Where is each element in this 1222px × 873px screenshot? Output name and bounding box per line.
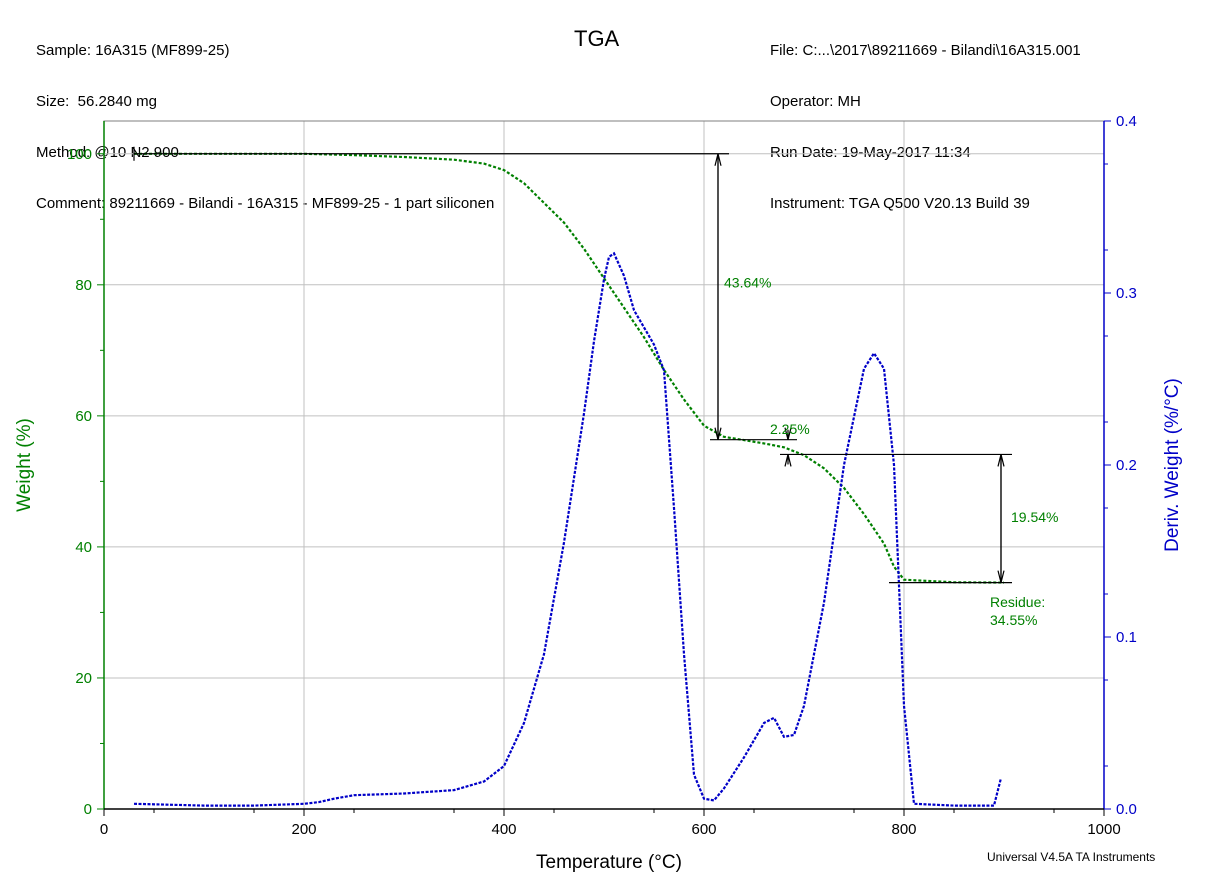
run-info: File: C:...\2017\89211669 - Bilandi\16A3… bbox=[770, 8, 1081, 229]
y-tick-label: 80 bbox=[75, 277, 92, 294]
plot-frame bbox=[103, 120, 1105, 810]
software-footer: Universal V4.5A TA Instruments bbox=[987, 850, 1156, 864]
x-tick-label: 600 bbox=[691, 821, 716, 838]
y2-tick-label: 0.3 bbox=[1116, 285, 1137, 302]
x-tick-label: 400 bbox=[491, 821, 516, 838]
chart-title: TGA bbox=[574, 26, 620, 51]
y2-tick-label: 0.2 bbox=[1116, 457, 1137, 474]
axes: 0 200 400 600 800 1000 0 20 40 60 80 100 0.0 0.1 0.2 0.… bbox=[67, 113, 1137, 838]
x-axis-label: Temperature (°C) bbox=[536, 852, 682, 873]
y2-tick-label: 0.1 bbox=[1116, 629, 1137, 646]
step3-arrow-up-head bbox=[997, 454, 1005, 467]
step1-percent-label: 43.64% bbox=[724, 274, 771, 290]
step1-arrow-up-head bbox=[714, 153, 722, 166]
y-tick-label: 60 bbox=[75, 408, 92, 425]
x-tick-label: 1000 bbox=[1087, 821, 1120, 838]
grid-lines bbox=[104, 121, 1104, 809]
step2-arrow-up-head bbox=[784, 454, 792, 467]
x-tick-label: 0 bbox=[100, 821, 108, 838]
instrument-line: Instrument: TGA Q500 V20.13 Build 39 bbox=[770, 195, 1030, 212]
file-line: File: C:...\2017\89211669 - Bilandi\16A3… bbox=[770, 42, 1081, 59]
y-axis-label: Weight (%) bbox=[14, 418, 35, 512]
step3-percent-label: 19.54% bbox=[1011, 509, 1058, 525]
x-tick-label: 200 bbox=[291, 821, 316, 838]
run-date-line: Run Date: 19-May-2017 11:34 bbox=[770, 144, 971, 161]
weight-curve bbox=[134, 152, 1005, 584]
derivative-curve bbox=[133, 251, 1003, 807]
sample-info: Sample: 16A315 (MF899-25) Size: 56.2840 … bbox=[36, 8, 494, 229]
y-tick-label: 20 bbox=[75, 670, 92, 687]
comment-line: Comment: 89211669 - Bilandi - 16A315 - M… bbox=[36, 195, 495, 212]
size-line: Size: 56.2840 mg bbox=[36, 93, 157, 110]
y2-axis-label: Deriv. Weight (%/°C) bbox=[1162, 378, 1183, 552]
residue-label: Residue: bbox=[990, 594, 1045, 610]
step2-percent-label: 2.25% bbox=[770, 421, 810, 437]
residue-value: 34.55% bbox=[990, 612, 1037, 628]
y2-tick-label: 0.4 bbox=[1116, 113, 1137, 130]
step2-arrow-down-head bbox=[784, 427, 792, 440]
step-annotations: 43.64% 2.25% 19.54% Residue: 34.55% bbox=[133, 146, 1058, 628]
x-tick-label: 800 bbox=[891, 821, 916, 838]
y-tick-label: 100 bbox=[67, 146, 92, 163]
operator-line: Operator: MH bbox=[770, 93, 861, 110]
sample-line: Sample: 16A315 (MF899-25) bbox=[36, 42, 230, 59]
y-tick-label: 0 bbox=[84, 801, 92, 818]
method-line: Method: @10 N2 900 bbox=[36, 144, 179, 161]
y2-tick-label: 0.0 bbox=[1116, 801, 1137, 818]
y-tick-label: 40 bbox=[75, 539, 92, 556]
data-series bbox=[133, 152, 1005, 807]
